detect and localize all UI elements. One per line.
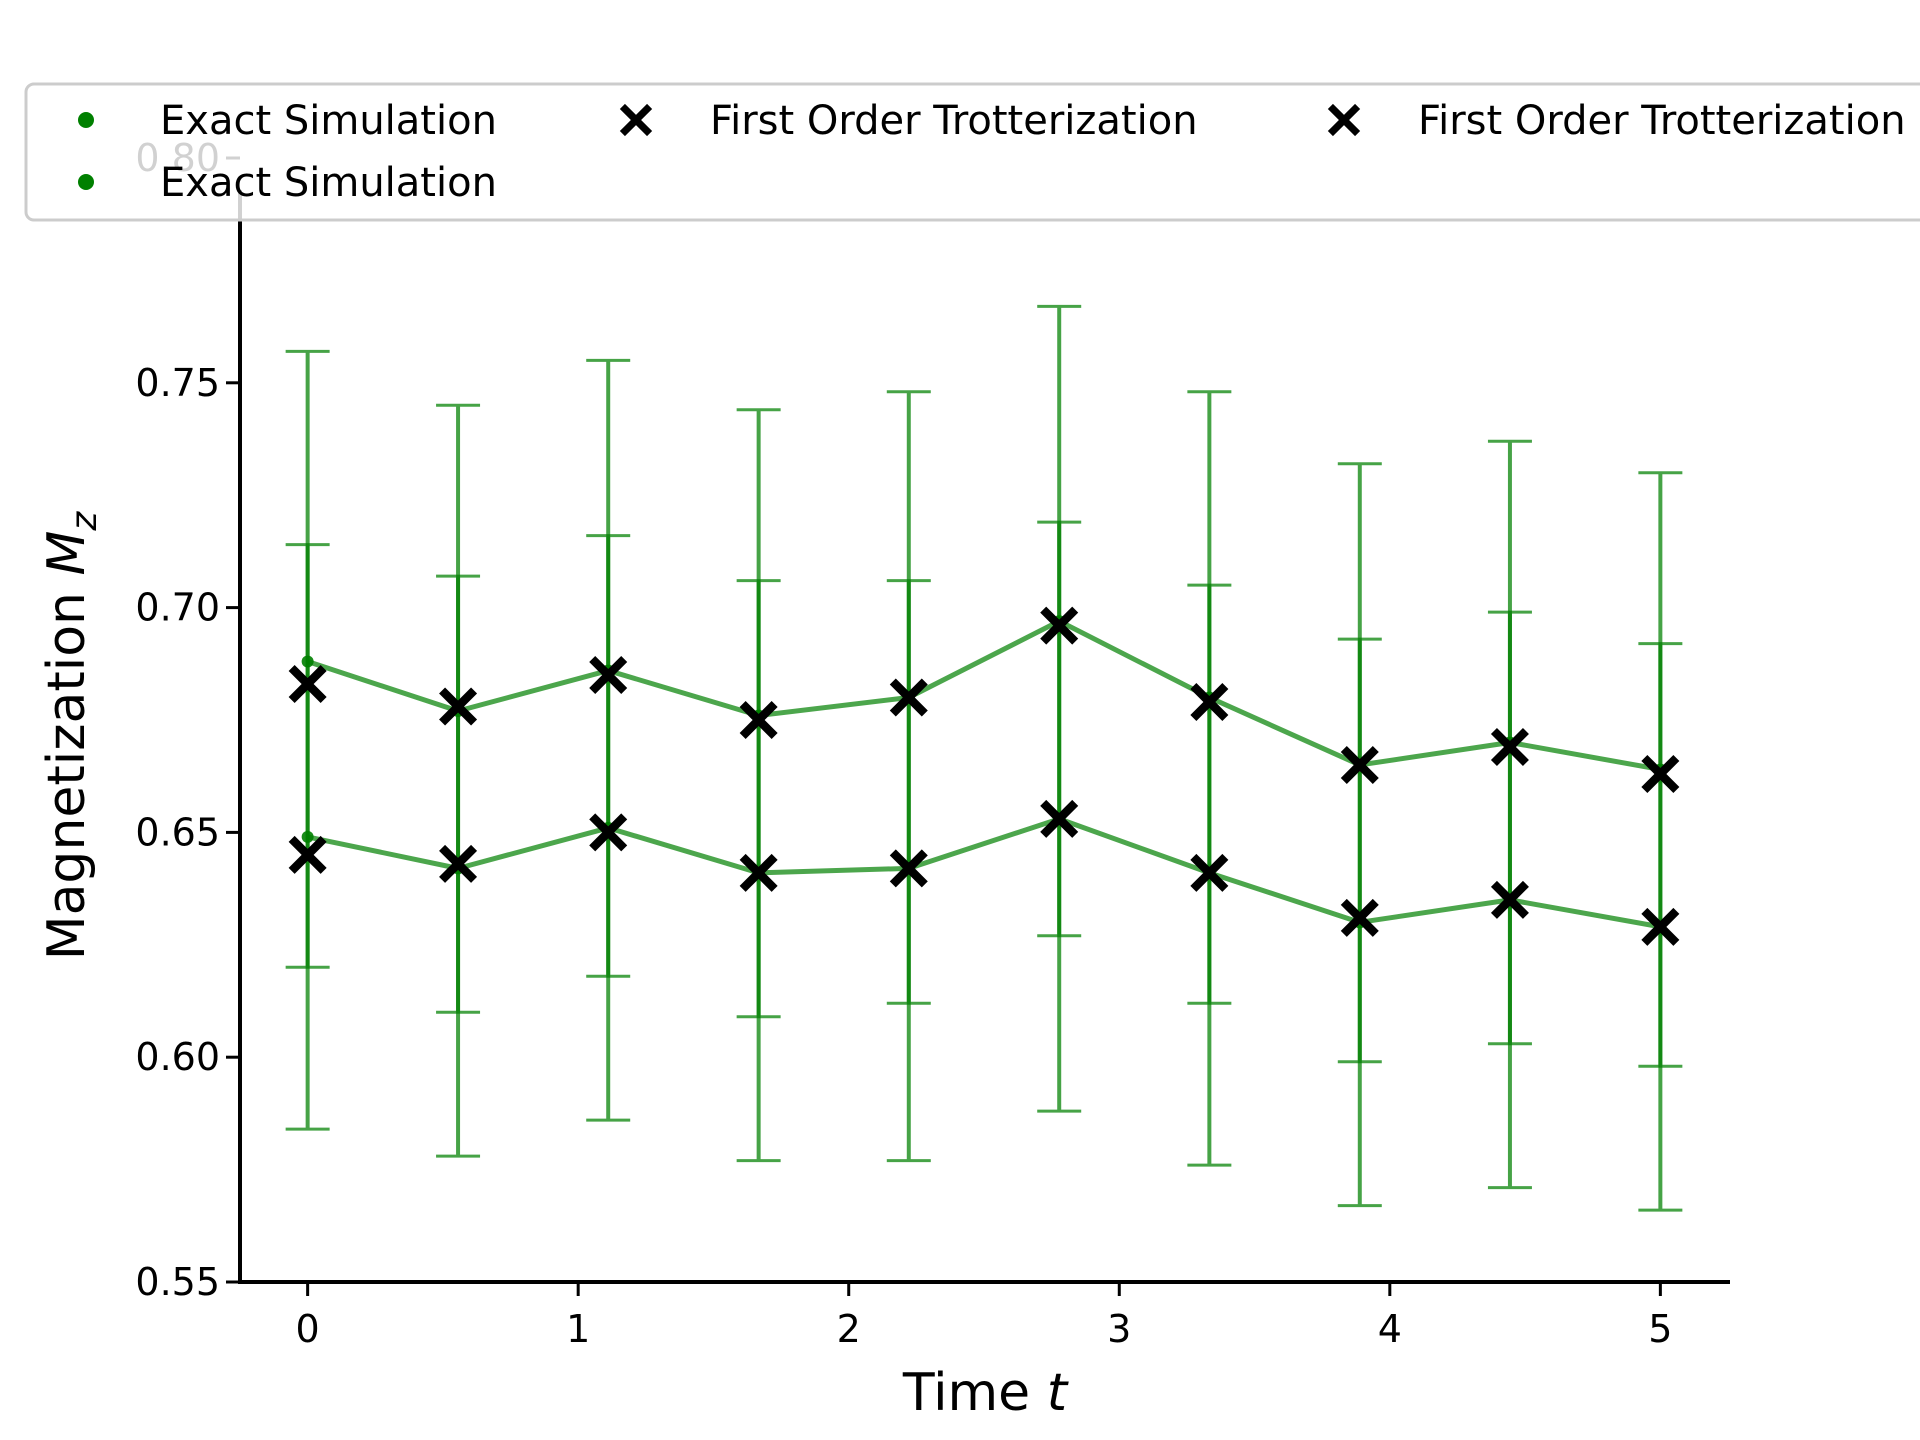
error-bar <box>285 543 330 969</box>
plot-area <box>285 304 1683 1212</box>
y-tick-label: 0.70 <box>135 586 220 630</box>
legend-marker-trotter <box>1327 103 1361 137</box>
x-tick-label: 1 <box>566 1307 590 1351</box>
legend-marker-exact <box>78 112 94 128</box>
series-line <box>307 816 1661 930</box>
error-bar <box>586 534 631 978</box>
series-line <box>306 618 1661 772</box>
legend: Exact Simulation Exact Simulation First Or… <box>24 82 1920 222</box>
y-axis-label: Magnetization Mz <box>37 511 105 961</box>
trotter-point <box>739 701 778 739</box>
trotter-point <box>288 665 327 704</box>
legend-label: Exact Simulation <box>160 98 497 144</box>
trotter-point <box>288 835 327 874</box>
x-axis-label: Time t <box>902 1363 1069 1423</box>
trotter-point <box>439 687 478 726</box>
trotter-point <box>739 853 778 892</box>
error-bar <box>1337 637 1382 1064</box>
trotter-point <box>589 813 628 852</box>
trotter-point <box>1190 853 1229 892</box>
error-bar <box>436 574 481 1014</box>
trotter-point <box>1490 880 1529 919</box>
trotter-point <box>589 656 628 695</box>
legend-marker-exact <box>78 174 94 190</box>
legend-box <box>24 82 1920 222</box>
x-tick-label: 5 <box>1648 1307 1672 1351</box>
y-tick-label: 0.75 <box>135 361 220 405</box>
exact-point <box>301 655 314 668</box>
error-bar <box>1638 642 1683 1068</box>
trotter-point <box>1040 799 1079 838</box>
trotter-point <box>1340 745 1379 784</box>
error-bar <box>1487 610 1532 1046</box>
error-bar <box>736 579 781 1019</box>
error-bar <box>886 579 931 1005</box>
trotter-point <box>1490 727 1529 766</box>
trotter-point <box>1190 683 1229 722</box>
y-tick-label: 0.65 <box>135 810 220 854</box>
error-bar <box>1187 583 1232 1005</box>
x-tick-label: 2 <box>837 1307 861 1351</box>
y-tick-label: 0.60 <box>135 1035 220 1079</box>
x-tick-label: 3 <box>1107 1307 1131 1351</box>
y-ticks: 0.550.600.650.700.750.80 <box>135 136 240 1304</box>
legend-label: First Order Trotterization <box>1418 98 1906 144</box>
trotter-point <box>1040 606 1079 645</box>
legend-marker-trotter <box>619 103 653 137</box>
trotter-point <box>1641 907 1680 946</box>
trotter-point <box>1340 898 1379 937</box>
trotter-point <box>439 844 478 883</box>
trotter-point <box>889 678 928 717</box>
legend-label: Exact Simulation <box>160 160 497 206</box>
exact-point <box>301 830 314 843</box>
trotter-point <box>1641 754 1680 793</box>
error-bar <box>1037 520 1082 938</box>
x-tick-label: 4 <box>1378 1307 1402 1351</box>
y-tick-label: 0.55 <box>135 1260 220 1304</box>
x-tick-label: 0 <box>296 1307 320 1351</box>
trotter-point <box>889 849 928 888</box>
x-ticks: 0 1 2 3 4 5 <box>296 1282 1672 1351</box>
legend-label: First Order Trotterization <box>710 98 1198 144</box>
